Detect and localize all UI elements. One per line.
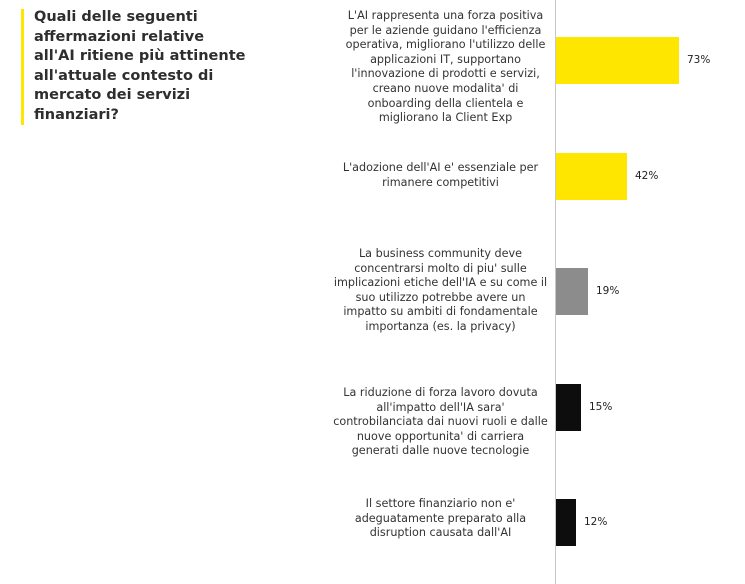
value-label: 73% [687,53,711,66]
question-title: Quali delle seguenti affermazioni relati… [34,9,246,123]
bar [556,153,627,200]
category-label: La riduzione di forza lavoro dovuta all'… [333,386,548,458]
bar [556,268,588,315]
value-label: 19% [596,284,620,297]
category-label: La business community deve concentrarsi … [333,247,548,333]
category-label: L'AI rappresenta una forza positiva per … [345,9,546,125]
bar [556,384,581,431]
bar [556,37,679,84]
accent-bar [21,9,24,125]
category-axis-line [555,0,556,584]
value-label: 15% [589,400,613,413]
value-label: 42% [635,169,659,182]
category-label: Il settore finanziario non e' adeguatame… [354,497,527,540]
bar [556,499,576,546]
category-label: L'adozione dell'AI e' essenziale per rim… [342,161,539,189]
value-label: 12% [584,515,608,528]
